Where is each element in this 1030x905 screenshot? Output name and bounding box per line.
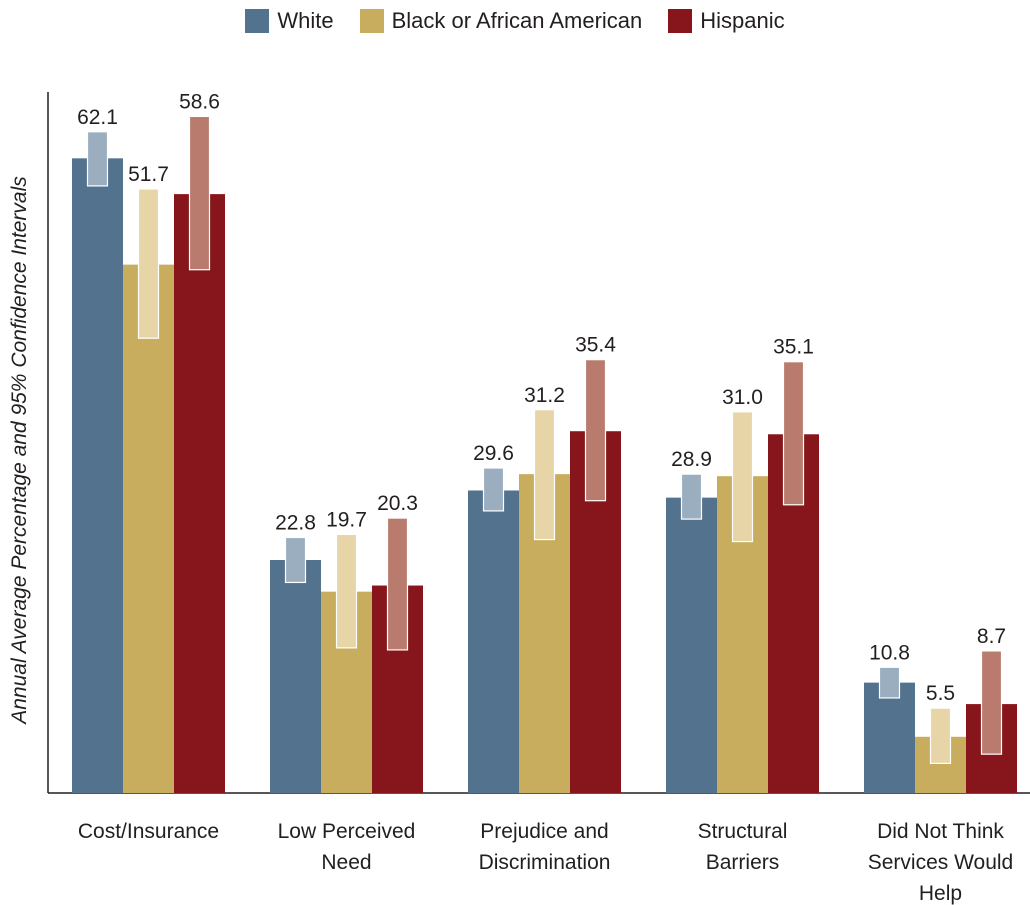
data-label-white-3: 28.9	[671, 448, 712, 471]
data-label-black-1: 19.7	[326, 508, 367, 531]
x-tick-label-1-1: Need	[321, 851, 371, 874]
x-tick-label-3-0: Structural	[698, 820, 788, 843]
ci-box-white-3	[680, 473, 703, 520]
legend-label-black: Black or African American	[391, 8, 643, 33]
ci-box-black-4	[929, 707, 952, 764]
bar-hispanic-0	[174, 194, 225, 793]
legend-item-black: Black or African American	[359, 8, 643, 34]
data-label-black-4: 5.5	[926, 682, 955, 705]
data-label-white-4: 10.8	[869, 641, 910, 664]
x-tick-label-3-1: Barriers	[706, 851, 780, 874]
legend-swatch-black	[359, 9, 384, 33]
data-label-black-3: 31.0	[722, 386, 763, 409]
legend-swatch-white	[245, 9, 270, 33]
x-tick-label-4-2: Help	[919, 882, 962, 905]
ci-box-black-1	[335, 533, 358, 649]
bar-white-4	[864, 682, 915, 793]
x-tick-label-4-0: Did Not Think	[877, 820, 1004, 843]
data-label-hispanic-3: 35.1	[773, 336, 814, 359]
data-label-black-0: 51.7	[128, 163, 169, 186]
bar-white-1	[270, 559, 321, 793]
data-label-hispanic-1: 20.3	[377, 492, 418, 515]
data-label-hispanic-0: 58.6	[179, 90, 220, 113]
bar-white-3	[666, 497, 717, 793]
legend-swatch-hispanic	[668, 9, 693, 33]
x-tick-label-4-1: Services Would	[868, 851, 1014, 874]
ci-box-white-0	[86, 131, 109, 187]
data-label-hispanic-4: 8.7	[977, 625, 1006, 648]
data-label-white-2: 29.6	[473, 442, 514, 465]
ci-box-hispanic-2	[584, 359, 607, 502]
legend-label-white: White	[277, 8, 334, 33]
x-tick-label-1-0: Low Perceived	[278, 820, 416, 843]
x-tick-label-2-0: Prejudice and	[480, 820, 608, 843]
ci-box-white-1	[284, 536, 307, 584]
ci-box-black-3	[731, 411, 754, 543]
ci-box-white-4	[878, 666, 901, 699]
data-label-hispanic-2: 35.4	[575, 334, 616, 357]
ci-box-hispanic-4	[980, 650, 1003, 755]
x-tick-label-0-0: Cost/Insurance	[78, 820, 219, 843]
ci-box-white-2	[482, 467, 505, 512]
bar-white-0	[72, 158, 123, 793]
x-tick-label-2-1: Discrimination	[479, 851, 611, 874]
legend-item-white: White	[245, 8, 334, 34]
ci-box-black-0	[137, 188, 160, 339]
data-label-white-0: 62.1	[77, 106, 118, 129]
ci-box-black-2	[533, 409, 556, 541]
data-label-white-1: 22.8	[275, 512, 316, 535]
ci-box-hispanic-0	[188, 115, 211, 271]
legend-item-hispanic: Hispanic	[668, 8, 785, 34]
bar-white-2	[468, 490, 519, 793]
legend-label-hispanic: Hispanic	[700, 8, 785, 33]
bar-black-0	[123, 264, 174, 794]
data-label-black-2: 31.2	[524, 384, 565, 407]
ci-box-hispanic-3	[782, 361, 805, 506]
legend: White Black or African American Hispanic	[0, 8, 1030, 34]
ci-box-hispanic-1	[386, 517, 409, 651]
